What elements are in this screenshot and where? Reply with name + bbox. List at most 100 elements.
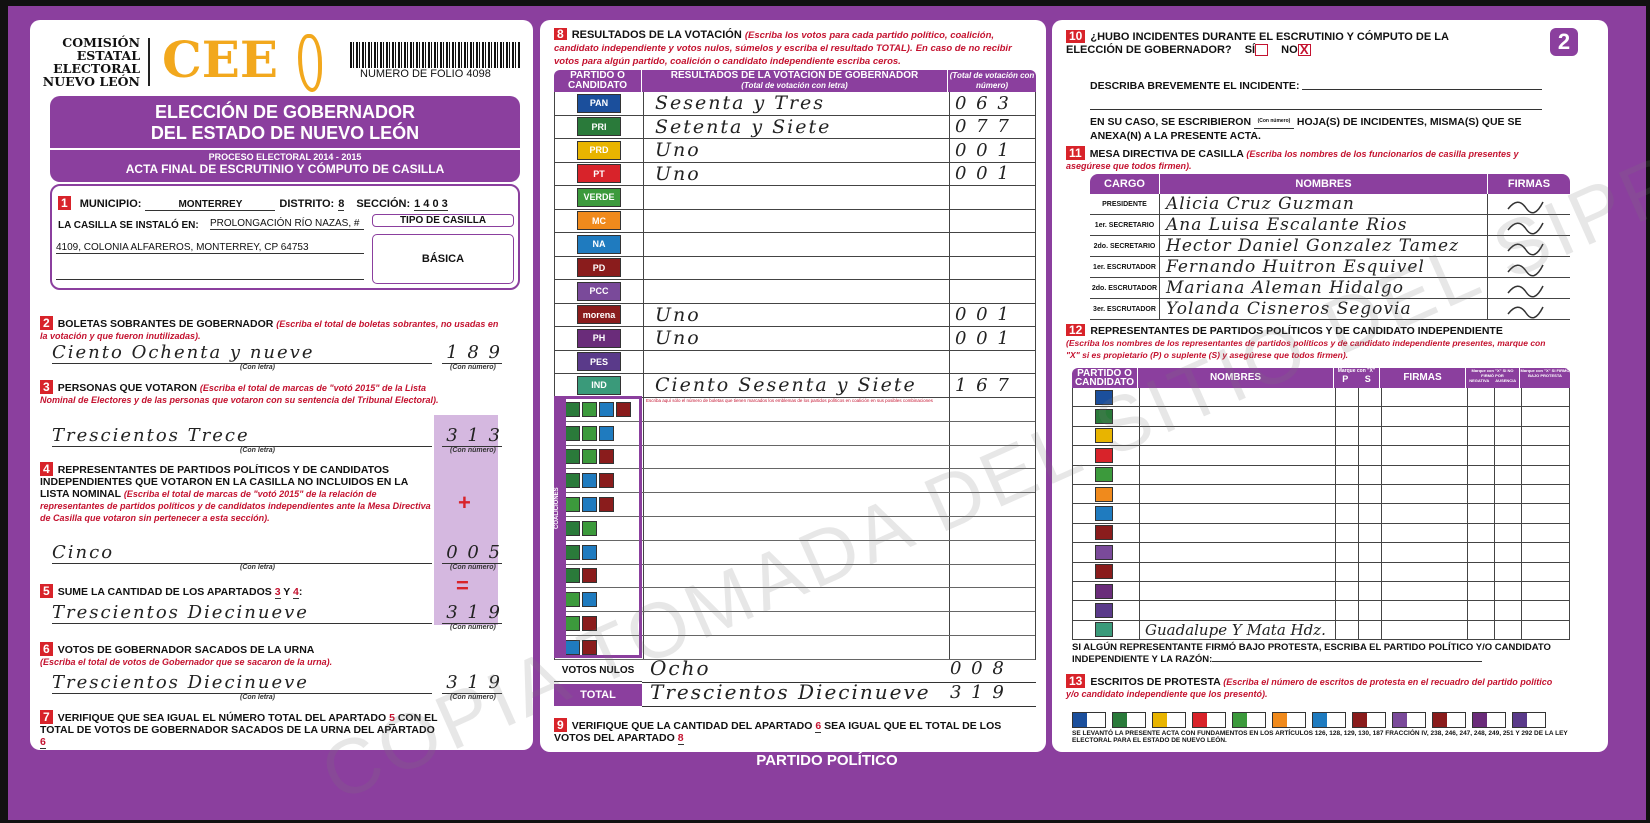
rep-row [1073, 446, 1569, 466]
rep-row [1073, 485, 1569, 505]
section-title: VOTOS DE GOBERNADOR SACADOS DE LA URNA [57, 644, 315, 656]
col-divider [1494, 426, 1495, 446]
section-title: REPRESENTANTES DE PARTIDOS POLÍTICOS Y D… [40, 464, 408, 500]
mesa-row: 3er. ESCRUTADOR Yolanda Cisneros Segovia [1090, 299, 1570, 320]
col-divider [1139, 601, 1140, 620]
incident-field[interactable] [1302, 78, 1542, 90]
party-logo-na-icon [1313, 713, 1327, 727]
section-text: CON EL TOTAL DE VOTOS DE GOBERNADOR SACA… [40, 712, 438, 736]
col-divider [1358, 582, 1359, 601]
party-logo-ind-icon: IND [577, 375, 621, 395]
section-5: 5 SUME LA CANTIDAD DE LOS APARTADOS 3 Y 4… [40, 584, 302, 599]
party-logo-pan-icon: PAN [577, 93, 621, 113]
member-name: Hector Daniel Gonzalez Tamez [1160, 236, 1488, 256]
col-divider [1139, 446, 1140, 465]
votos-nulos-label: VOTOS NULOS [554, 660, 642, 682]
member-name: Alicia Cruz Guzman [1160, 194, 1488, 214]
result-row: PAN Sesenta y Tres 0 6 3 [555, 92, 1035, 116]
protest-count-box[interactable] [1192, 712, 1226, 728]
signature-scribble [1507, 285, 1544, 298]
results-table-header: PARTIDO O CANDIDATO RESULTADOS DE LA VOT… [554, 70, 1036, 92]
party-logo-morena-icon: morena [577, 305, 621, 325]
party-logo-ph-icon [1473, 713, 1487, 727]
col-divider [1139, 582, 1140, 601]
col-divider [1381, 388, 1382, 407]
col-divider [1358, 601, 1359, 620]
coalitions-block: COALICIONES [554, 396, 642, 658]
protest-count-box[interactable] [1112, 712, 1146, 728]
folio-number: NUMERO DE FOLIO 4098 [360, 68, 491, 80]
party-logo-prd-icon [1153, 713, 1167, 727]
signature-field[interactable] [1488, 278, 1570, 298]
protest-count-input [1207, 713, 1225, 727]
no-checkbox[interactable]: X [1297, 43, 1311, 57]
protest-count-box[interactable] [1232, 712, 1266, 728]
protest-count-box[interactable] [1152, 712, 1186, 728]
party-logo-na-icon: NA [577, 234, 621, 254]
signature-field[interactable] [1488, 299, 1570, 319]
incident-field-2[interactable] [1090, 98, 1542, 110]
signature-field[interactable] [1488, 257, 1570, 277]
signature-field[interactable] [1488, 215, 1570, 235]
coalition-na-icon [599, 425, 614, 441]
signature-field[interactable] [1488, 236, 1570, 256]
section-number: 4 [40, 462, 53, 476]
col-divider [643, 92, 644, 660]
protest-count-box[interactable] [1432, 712, 1466, 728]
con-numero-label: (Con número) [450, 624, 496, 631]
section-title: ESCRITOS DE PROTESTA [1090, 676, 1221, 688]
si-checkbox[interactable] [1255, 44, 1269, 57]
mesa-row: 1er. ESCRUTADOR Fernando Huitron Esquivel [1090, 257, 1570, 278]
party-logo-pri-icon [1113, 713, 1127, 727]
protest-count-box[interactable] [1312, 712, 1346, 728]
title-line: DEL ESTADO DE NUEVO LEÓN [150, 123, 420, 143]
hojas-text: HOJA(S) DE INCIDENTES, MISMA(S) QUE SE A… [1090, 116, 1522, 142]
nulos-line [642, 682, 1036, 683]
col-divider [1358, 465, 1359, 484]
protest-count-box[interactable] [1512, 712, 1546, 728]
mesa-row: 1er. SECRETARIO Ana Luisa Escalante Rios [1090, 215, 1570, 236]
result-letra: Uno [655, 162, 701, 185]
col-divider [1521, 407, 1522, 426]
result-row: PRI Setenta y Siete 0 7 7 [555, 116, 1035, 139]
mesa-row: 2do. ESCRUTADOR Mariana Aleman Hidalgo [1090, 278, 1570, 299]
hojas-number-field[interactable]: (Con número) [1253, 114, 1294, 129]
col-s: S [1364, 374, 1371, 384]
col-divider [1467, 388, 1468, 407]
protest-count-box[interactable] [1472, 712, 1506, 728]
col-divider [1381, 582, 1382, 601]
coalition-row [555, 636, 1035, 660]
col-divider [1467, 562, 1468, 581]
col-bajo-protesta: Marque con "X" SI FIRMÓ BAJO PROTESTA [1520, 368, 1570, 378]
section-text: VERIFIQUE QUE LA CANTIDAD DEL APARTADO [571, 720, 813, 732]
org-line: COMISIÓN [62, 35, 140, 50]
total-label: TOTAL [554, 684, 642, 706]
protest-count-box[interactable] [1392, 712, 1426, 728]
party-logo-pt-icon [1095, 447, 1113, 463]
col-party: PARTIDO O CANDIDATO [1072, 368, 1138, 388]
protest-count-box[interactable] [1352, 712, 1386, 728]
section-number: 11 [1066, 146, 1085, 160]
signature-scribble [1507, 306, 1544, 319]
apartado-ref: 8 [677, 732, 684, 745]
col-ausencia: AUSENCIA [1495, 378, 1517, 383]
party-logo-pes-icon [1513, 713, 1527, 727]
party-logo-pd-icon: PD [577, 258, 621, 278]
rep-row: Guadalupe Y Mata Hdz. [1073, 620, 1569, 641]
section-1: 1 MUNICIPIO: MONTERREY DISTRITO: 8 SECCI… [50, 184, 520, 290]
apartado-ref: 5 [389, 712, 395, 725]
col-cargo: CARGO [1090, 174, 1160, 194]
distrito-value: 8 [338, 198, 345, 211]
col-divider [1467, 620, 1468, 640]
party-logo-morena-icon [1433, 713, 1447, 727]
col-divider [1494, 446, 1495, 465]
signature-field[interactable] [1488, 194, 1570, 214]
protest-field[interactable] [1212, 661, 1483, 662]
coalitions-label: COALICIONES [554, 487, 560, 529]
col-divider [1335, 465, 1336, 484]
mesa-row: PRESIDENTE Alicia Cruz Guzman [1090, 194, 1570, 215]
protest-count-box[interactable] [1272, 712, 1306, 728]
coalition-na-icon [582, 592, 597, 608]
no-label: NO [1281, 44, 1298, 56]
protest-count-box[interactable] [1072, 712, 1106, 728]
